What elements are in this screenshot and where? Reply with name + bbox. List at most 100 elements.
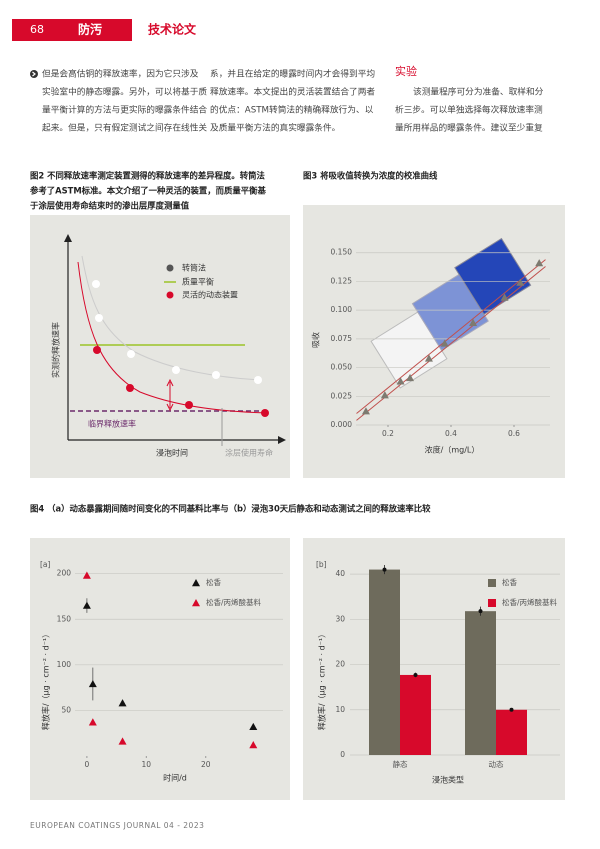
- marker: [406, 373, 415, 382]
- x-axis-label: 浸泡时间: [156, 448, 188, 458]
- page-number: 68: [30, 23, 44, 36]
- x-tick-label: 0.6: [508, 429, 520, 438]
- body-line: 但是会高估铜的释放速率，因为它只涉及: [42, 68, 199, 80]
- body-line: 实验室中的静态曝露。另外，可以将基于质: [42, 86, 207, 98]
- marker: [500, 293, 509, 301]
- marker: [118, 737, 127, 745]
- y-tick-label: 100: [57, 660, 72, 669]
- dynamic-point: [185, 401, 193, 409]
- x-tick-label: 20: [201, 760, 211, 769]
- legend-label: 松香/丙烯酸基料: [206, 597, 262, 607]
- marker: [82, 601, 91, 609]
- rotating-point: [95, 314, 103, 322]
- error-dot: [509, 707, 514, 712]
- body-line: 及质量平衡方法的真实曝露条件。: [210, 122, 340, 134]
- panel-label: [a]: [40, 560, 51, 569]
- rotating-curve: [81, 255, 263, 381]
- y-tick-label: 0.150: [331, 248, 353, 257]
- body-line: 释放速率。本文提出的灵活装置结合了两者: [210, 86, 375, 98]
- marker: [535, 259, 544, 267]
- legend-label: 质量平衡: [182, 277, 214, 287]
- legend-label: 松香: [502, 577, 517, 587]
- y-tick-label: 0.050: [331, 363, 353, 372]
- marker: [249, 741, 258, 749]
- y-tick-label: 0.000: [331, 420, 353, 429]
- axis-arrow: [64, 234, 72, 242]
- x-tick-label: 10: [142, 760, 152, 769]
- legend-marker: [192, 599, 200, 607]
- marker: [88, 718, 97, 726]
- bar: [369, 569, 400, 755]
- x-axis-label: 时间/d: [163, 773, 187, 783]
- marker: [361, 407, 370, 415]
- caption: 图4 （a）动态暴露期间随时间变化的不同基料比率与（b）浸泡30天后静态和动态测…: [30, 504, 431, 514]
- bar: [496, 709, 527, 755]
- marker: [469, 318, 478, 326]
- rotating-point: [172, 366, 180, 374]
- figure2: 转筒法 质量平衡 灵活的动态装置 临界释放速率 涂层使用寿命 浸泡时间 实测的释…: [51, 234, 286, 458]
- bullet: [30, 70, 38, 78]
- threshold-label: 临界释放速率: [88, 419, 136, 429]
- marker: [440, 339, 449, 347]
- body-line: 的优点：ASTM转筒法的精确释放行为、以: [210, 104, 374, 116]
- legend-label: 转筒法: [182, 263, 206, 273]
- y-axis-label: 实测的释放速率: [51, 322, 61, 378]
- legend-marker: [192, 579, 200, 587]
- section-heading: 实验: [395, 64, 417, 78]
- x-axis-label: 浸泡类型: [432, 775, 464, 785]
- marker: [88, 679, 97, 688]
- body-line: 析三步。可以单独选择每次释放速率测: [395, 104, 543, 116]
- bar: [465, 611, 496, 755]
- panel-label: [b]: [316, 560, 327, 569]
- caption: 参考了ASTM标准。本文介绍了一种灵活的装置，而质量平衡基: [29, 186, 267, 196]
- rotating-point: [212, 371, 220, 379]
- x-tick-label: 0: [84, 760, 89, 769]
- rotating-point: [254, 376, 262, 384]
- y-tick-label: 0.125: [331, 276, 353, 285]
- legend-dot: [166, 291, 174, 299]
- figure-panel: [30, 538, 290, 800]
- dynamic-point: [93, 346, 101, 354]
- caption: 图2 不同释放速率测定装置测得的释放速率的差异程度。转筒法: [30, 171, 265, 181]
- fit-line: [356, 266, 546, 421]
- marker: [516, 278, 525, 286]
- y-tick-label: 200: [57, 569, 72, 578]
- legend-label: 灵活的动态装置: [182, 290, 238, 300]
- dynamic-point: [261, 409, 269, 417]
- error-dot: [478, 609, 483, 614]
- marker: [396, 377, 405, 385]
- error-dot: [382, 567, 387, 572]
- y-tick-label: 150: [57, 614, 72, 623]
- rotating-point: [92, 280, 100, 288]
- y-axis-label: 吸收: [311, 332, 321, 348]
- body-line: 系，并且在给定的曝露时间内才会得到平均: [210, 68, 375, 80]
- cuvette-image: [370, 237, 532, 389]
- legend-swatch: [488, 599, 496, 607]
- caption: 于涂层使用寿命结束时的渗出层厚度测量值: [30, 201, 190, 211]
- axis-arrow: [278, 436, 286, 444]
- lifetime-label: 涂层使用寿命: [225, 448, 273, 458]
- body-line: 起来。但是，只有假定测试之间存在线性关: [42, 122, 207, 134]
- y-tick-label: 50: [61, 705, 71, 714]
- dynamic-point: [126, 384, 134, 392]
- legend-dot: [166, 264, 174, 272]
- section: 防汚: [78, 22, 102, 37]
- category: 技术论文: [148, 22, 197, 37]
- legend-label: 松香: [206, 577, 221, 587]
- y-tick-label: 30: [335, 614, 345, 623]
- arrow-heads: [166, 378, 174, 412]
- x-tick-label: 静态: [393, 759, 408, 769]
- footer: EUROPEAN COATINGS JOURNAL 04 - 2023: [30, 821, 204, 830]
- dynamic-curve: [77, 261, 269, 414]
- y-axis-label: 释放率/（μg · cm⁻² · d⁻¹）: [317, 630, 327, 730]
- marker: [424, 354, 433, 362]
- x-tick-label: 0.4: [445, 429, 457, 438]
- marker: [380, 391, 389, 399]
- y-tick-label: 0: [340, 750, 345, 759]
- body-line: 量所用样品的曝露条件。建议至少重复: [395, 122, 543, 134]
- body-line: 量平衡计算的方法与更实际的曝露条件结合: [42, 104, 207, 116]
- bar: [400, 674, 431, 755]
- figure-panel: [303, 538, 565, 800]
- y-tick-label: 40: [335, 569, 345, 578]
